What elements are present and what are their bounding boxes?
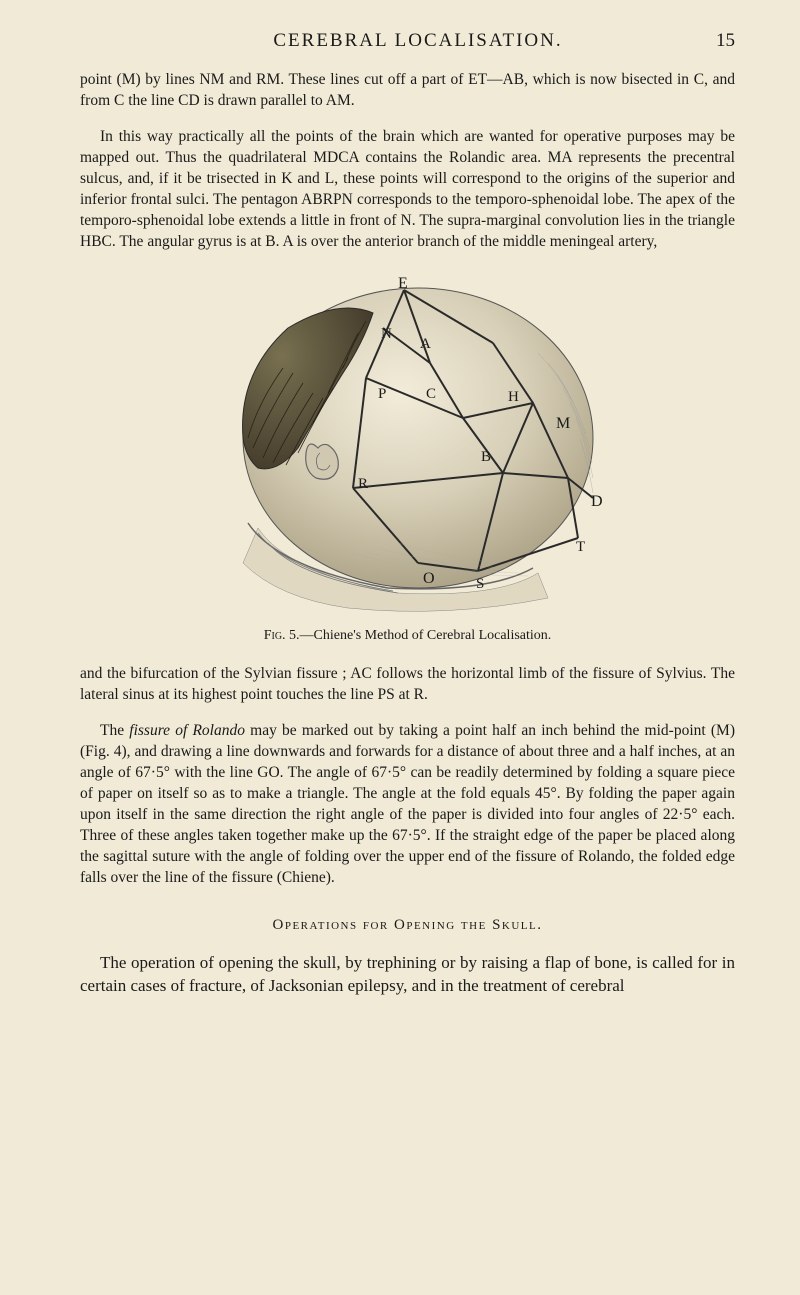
label-T: T — [576, 539, 585, 555]
paragraph-3b: The fissure of Rolando may be marked out… — [80, 721, 735, 888]
label-A: A — [420, 336, 431, 352]
figure-container: E N A P C H M B R D T O S Fig. 5.—Chiene… — [80, 273, 735, 644]
p3-post: may be marked out by taking a point half… — [80, 722, 735, 885]
page-number: 15 — [716, 30, 735, 52]
label-O: O — [423, 570, 435, 587]
label-E: E — [398, 275, 408, 292]
paragraph-1: point (M) by lines NM and RM. These line… — [80, 70, 735, 112]
p3-italic: fissure of Rolando — [129, 722, 245, 739]
paragraph-3a: and the bifurcation of the Sylvian fissu… — [80, 664, 735, 706]
label-M: M — [556, 415, 570, 432]
label-B: B — [481, 449, 491, 465]
caption-text: —Chiene's Method of Cerebral Localisatio… — [300, 628, 552, 643]
label-R: R — [358, 476, 368, 492]
label-H: H — [508, 389, 519, 405]
caption-label: Fig. 5. — [264, 628, 300, 643]
paragraph-4: The operation of opening the skull, by t… — [80, 952, 735, 998]
figure-illustration: E N A P C H M B R D T O S — [80, 273, 735, 618]
label-S: S — [476, 576, 484, 592]
header-title: CEREBRAL LOCALISATION. — [120, 30, 716, 52]
paragraph-2: In this way practically all the points o… — [80, 127, 735, 253]
p3-pre: The — [100, 722, 129, 739]
page-header: CEREBRAL LOCALISATION. 15 — [80, 30, 735, 52]
figure-caption: Fig. 5.—Chiene's Method of Cerebral Loca… — [80, 628, 735, 644]
label-D: D — [591, 493, 603, 510]
document-page: CEREBRAL LOCALISATION. 15 point (M) by l… — [0, 0, 800, 1042]
label-N: N — [381, 326, 392, 342]
label-P: P — [378, 386, 386, 402]
section-heading: Operations for Opening the Skull. — [80, 917, 735, 934]
label-C: C — [426, 386, 436, 402]
